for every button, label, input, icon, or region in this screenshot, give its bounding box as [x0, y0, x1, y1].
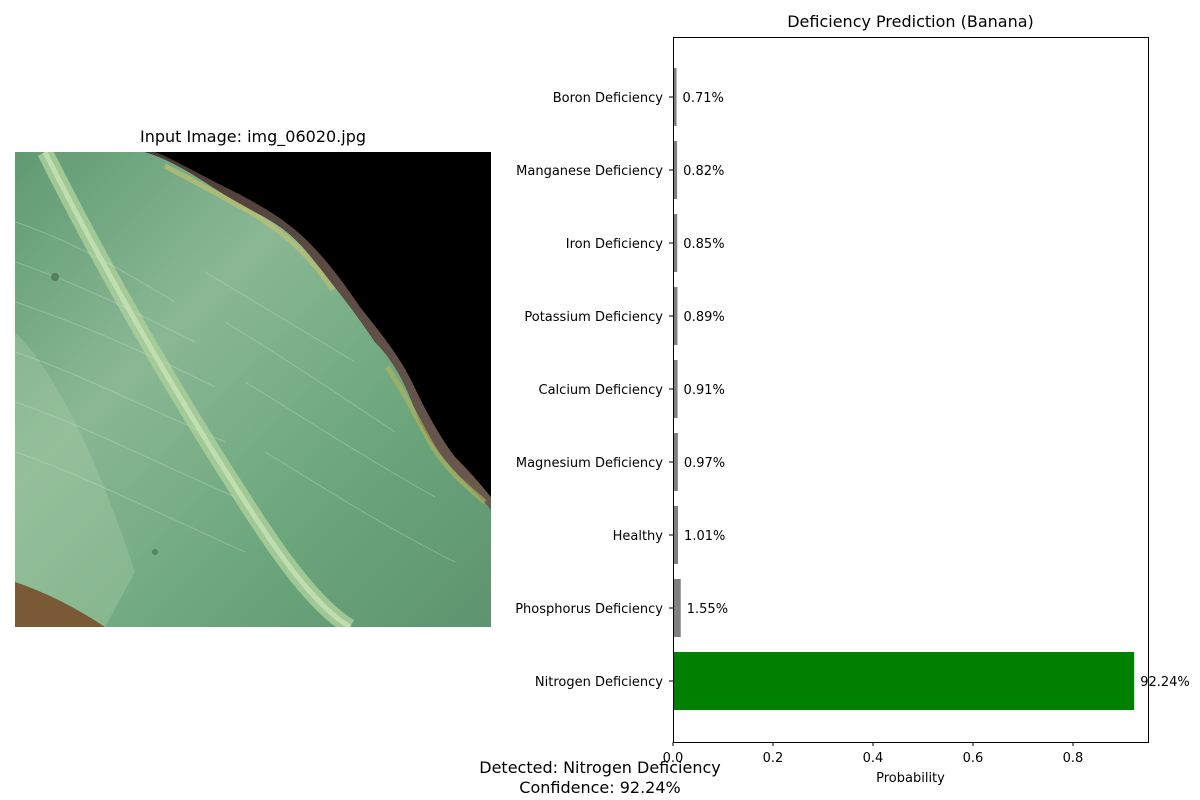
category-label-2: Healthy — [613, 529, 664, 544]
category-label-0: Nitrogen Deficiency — [535, 675, 663, 690]
chart-title: Deficiency Prediction (Banana) — [787, 12, 1034, 31]
confidence-text: Confidence: 92.24% — [519, 778, 681, 797]
category-label-8: Boron Deficiency — [553, 91, 664, 106]
image-title: Input Image: img_06020.jpg — [139, 127, 367, 146]
value-label-6: 0.85% — [683, 237, 724, 252]
bar-2 — [673, 506, 679, 564]
value-label-3: 0.97% — [684, 456, 725, 471]
detection-summary: Detected: Nitrogen Deficiency Confidence… — [350, 758, 850, 798]
bar-3 — [673, 433, 678, 491]
leaf-image — [15, 152, 491, 627]
category-label-1: Phosphorus Deficiency — [515, 602, 663, 617]
x-tick-label-0: 0.0 — [663, 751, 684, 766]
value-label-4: 0.91% — [684, 383, 725, 398]
x-tick-label-2: 0.4 — [863, 751, 884, 766]
value-label-2: 1.01% — [684, 529, 725, 544]
detected-text: Detected: Nitrogen Deficiency — [479, 758, 721, 777]
category-label-5: Potassium Deficiency — [524, 310, 663, 325]
x-tick-label-1: 0.2 — [763, 751, 784, 766]
bar-4 — [673, 360, 678, 418]
category-label-3: Magnesium Deficiency — [516, 456, 663, 471]
x-axis-label: Probability — [876, 771, 945, 786]
bar-7 — [673, 141, 678, 199]
bar-0 — [673, 652, 1135, 710]
plot-frame — [673, 37, 1149, 743]
category-label-4: Calcium Deficiency — [539, 383, 664, 398]
bar-5 — [673, 287, 678, 345]
bar-6 — [673, 214, 678, 272]
value-label-0: 92.24% — [1140, 675, 1190, 690]
value-label-7: 0.82% — [683, 164, 724, 179]
category-label-6: Iron Deficiency — [566, 237, 664, 252]
value-label-8: 0.71% — [683, 91, 724, 106]
x-tick-label-4: 0.8 — [1063, 751, 1084, 766]
category-label-7: Manganese Deficiency — [516, 164, 663, 179]
value-label-1: 1.55% — [687, 602, 728, 617]
x-tick-label-3: 0.6 — [963, 751, 984, 766]
bar-1 — [673, 579, 681, 637]
value-label-5: 0.89% — [683, 310, 724, 325]
bar-8 — [673, 68, 677, 126]
